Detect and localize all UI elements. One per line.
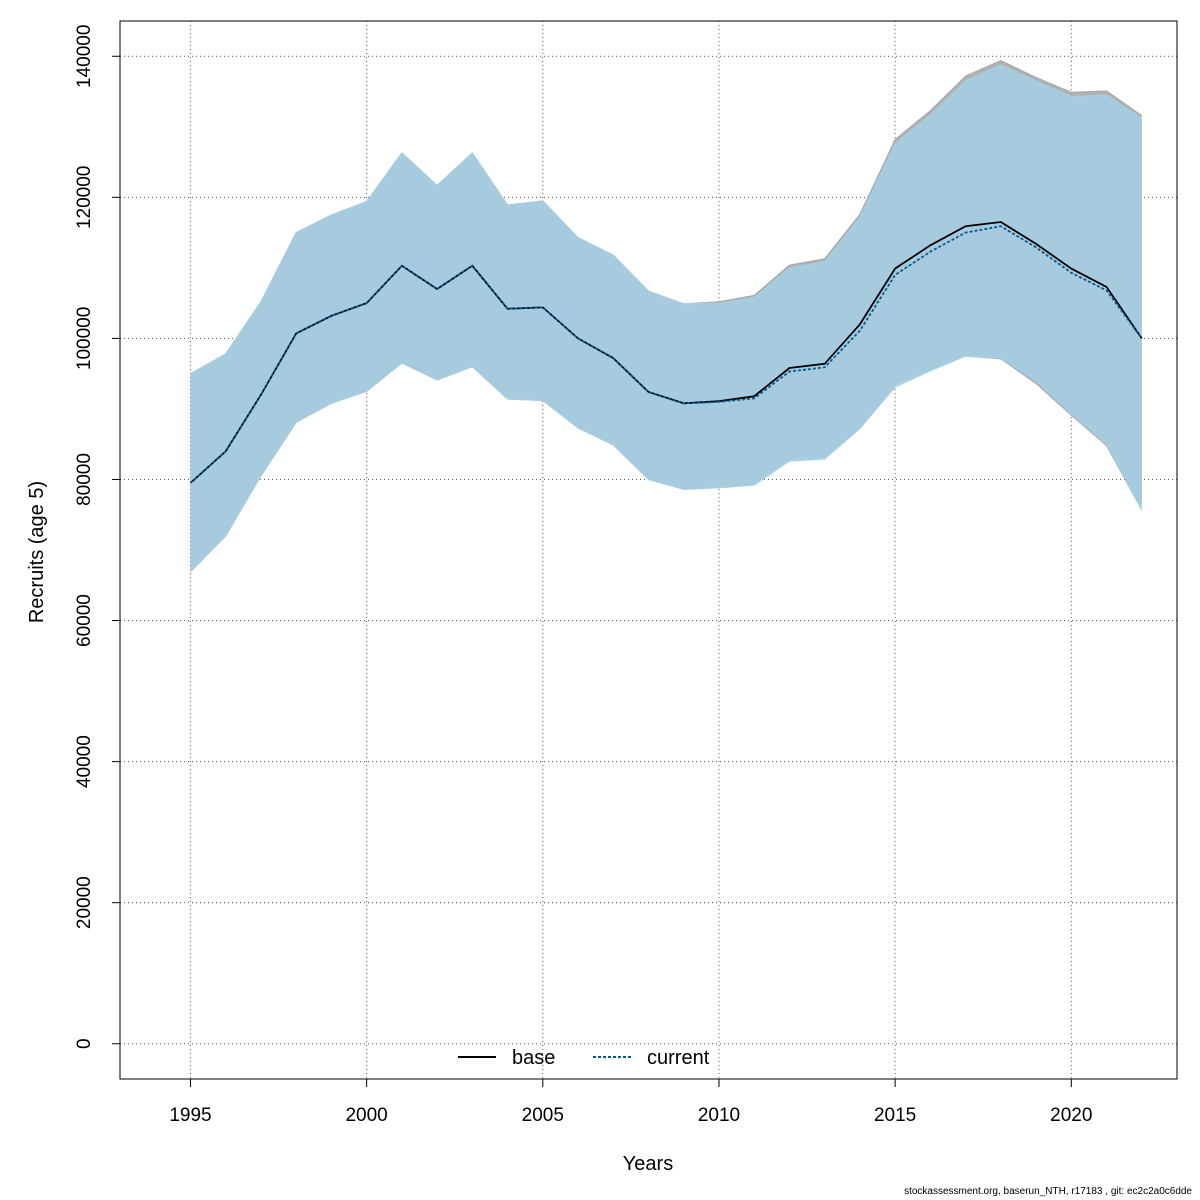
y-tick-label: 100000 bbox=[74, 307, 95, 370]
y-tick-label: 140000 bbox=[74, 25, 95, 88]
x-tick-label: 2000 bbox=[345, 1105, 387, 1126]
band-lower-edge-current bbox=[190, 355, 1143, 573]
x-axis-title: Years bbox=[623, 1153, 673, 1175]
x-tick-label: 2010 bbox=[698, 1105, 740, 1126]
series-line-current bbox=[189, 225, 1143, 484]
y-tick-label: 0 bbox=[74, 1038, 95, 1049]
y-tick-label: 120000 bbox=[74, 166, 95, 229]
band-upper-edge-current bbox=[190, 64, 1143, 375]
y-axis-title: Recruits (age 5) bbox=[26, 481, 48, 623]
x-tick-label: 2005 bbox=[522, 1105, 564, 1126]
x-tick-label: 2020 bbox=[1050, 1105, 1092, 1126]
y-tick-label: 60000 bbox=[74, 594, 95, 647]
y-axis: 0 20000 40000 60000 80000 100000 120000 140000 bbox=[74, 25, 121, 1049]
footer-note: stockassessment.org, baserun_NTH, r17183… bbox=[904, 1186, 1192, 1197]
x-axis: 1995 2000 2005 2010 2015 2020 bbox=[169, 1078, 1092, 1126]
y-tick-label: 40000 bbox=[74, 735, 95, 788]
y-tick-label: 20000 bbox=[74, 876, 95, 929]
legend-label-current: current bbox=[647, 1047, 710, 1069]
band-current bbox=[190, 64, 1142, 572]
y-tick-label: 80000 bbox=[74, 453, 95, 506]
legend: base current bbox=[458, 1047, 710, 1069]
confidence-bands bbox=[190, 59, 1143, 573]
series-lines bbox=[189, 221, 1143, 484]
x-tick-label: 2015 bbox=[874, 1105, 916, 1126]
x-tick-label: 1995 bbox=[169, 1105, 211, 1126]
legend-label-base: base bbox=[512, 1047, 555, 1069]
